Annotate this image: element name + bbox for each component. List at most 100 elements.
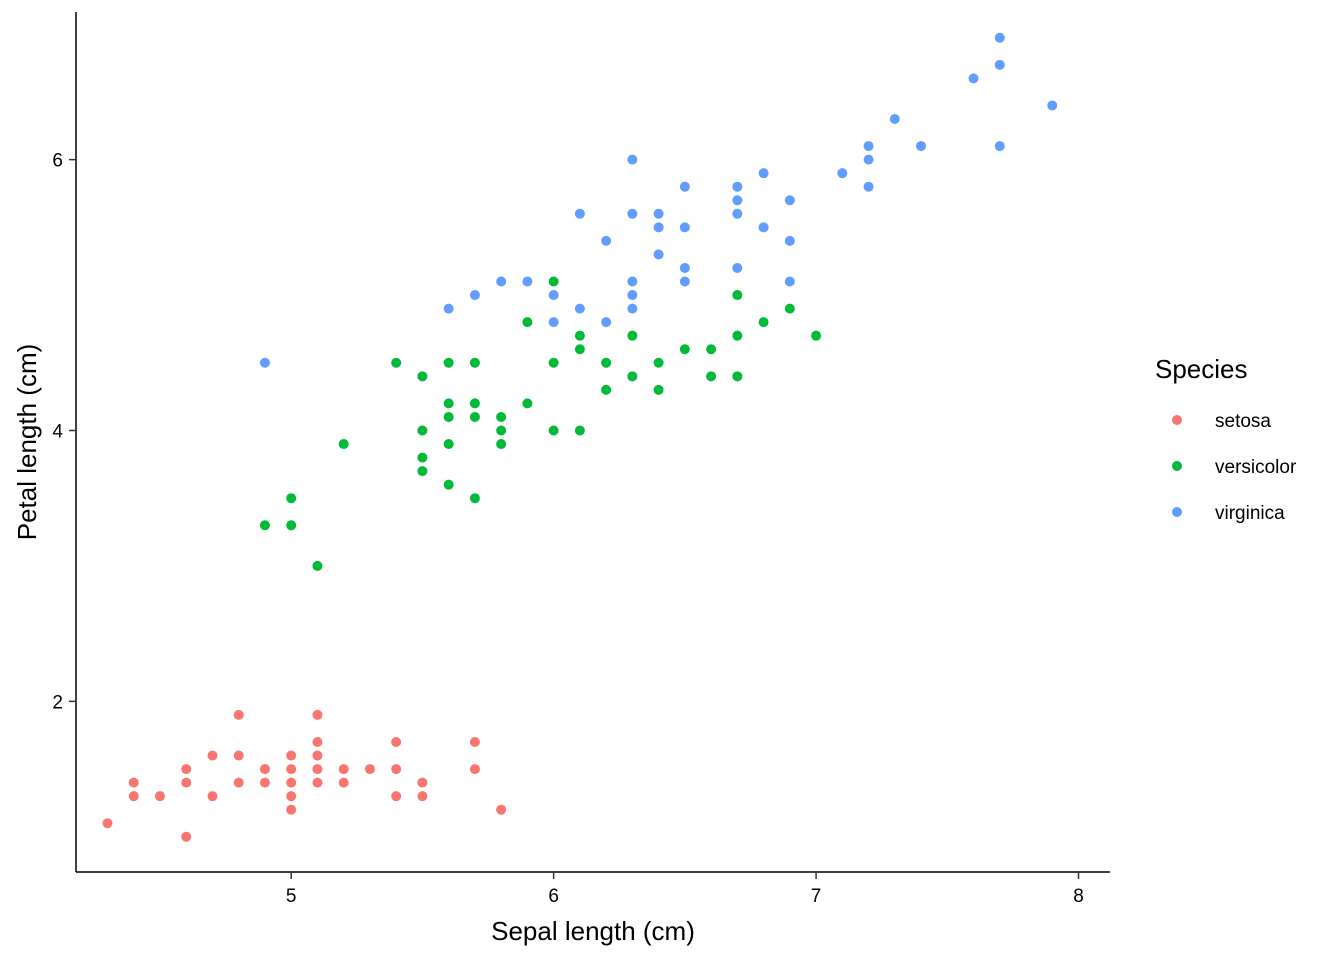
legend-label-virginica: virginica [1215,503,1285,524]
x-axis-ticks: 5 6 7 8 [286,872,1084,907]
point-setosa [417,791,428,802]
point-setosa [286,804,297,815]
point-virginica [732,208,743,219]
point-versicolor [417,371,428,382]
point-virginica [968,73,979,84]
point-versicolor [627,371,638,382]
point-virginica [758,222,769,233]
point-virginica [653,249,664,260]
point-virginica [627,208,638,219]
point-versicolor [601,384,612,395]
y-axis-title: Petal length (cm) [12,344,42,541]
point-setosa [286,791,297,802]
point-setosa [286,750,297,761]
point-virginica [259,357,270,368]
point-virginica [994,141,1005,152]
point-setosa [207,791,218,802]
point-versicolor [443,439,454,450]
point-versicolor [391,357,402,368]
point-versicolor [286,493,297,504]
point-virginica [784,235,795,246]
legend-label-setosa: setosa [1215,411,1271,432]
point-versicolor [417,452,428,463]
point-versicolor [679,344,690,355]
point-setosa [233,750,244,761]
point-setosa [469,736,480,747]
point-virginica [627,154,638,165]
point-versicolor [417,466,428,477]
point-setosa [469,764,480,775]
point-setosa [391,791,402,802]
point-virginica [522,276,533,287]
point-setosa [312,750,323,761]
x-tick-label: 5 [286,886,297,907]
point-virginica [784,276,795,287]
point-virginica [548,317,559,328]
point-virginica [758,168,769,179]
point-versicolor [469,493,480,504]
point-virginica [679,276,690,287]
point-virginica [863,154,874,165]
point-setosa [391,764,402,775]
point-versicolor [259,520,270,531]
point-versicolor [496,411,507,422]
point-versicolor [443,357,454,368]
y-tick-label: 2 [52,692,63,713]
point-virginica [1047,100,1058,111]
point-versicolor [758,317,769,328]
point-virginica [679,181,690,192]
point-setosa [181,764,192,775]
point-versicolor [548,276,559,287]
point-setosa [364,764,375,775]
point-versicolor [601,357,612,368]
point-setosa [128,791,139,802]
point-setosa [312,777,323,788]
x-axis-title: Sepal length (cm) [491,916,695,946]
point-setosa [207,750,218,761]
x-tick-label: 6 [548,886,559,907]
point-versicolor [522,398,533,409]
legend-key-setosa [1172,415,1182,425]
y-tick-label: 4 [52,421,63,442]
point-versicolor [548,357,559,368]
point-setosa [338,777,349,788]
x-tick-label: 8 [1073,886,1084,907]
point-versicolor [732,290,743,301]
point-versicolor [574,425,585,436]
legend-title: Species [1155,354,1248,384]
point-versicolor [784,303,795,314]
point-versicolor [443,411,454,422]
point-virginica [732,262,743,273]
point-versicolor [811,330,822,341]
point-versicolor [469,357,480,368]
point-setosa [233,777,244,788]
point-virginica [574,208,585,219]
point-versicolor [522,317,533,328]
point-virginica [548,290,559,301]
point-setosa [181,831,192,842]
point-virginica [627,303,638,314]
point-virginica [863,141,874,152]
point-virginica [916,141,927,152]
points-layer [102,32,1058,842]
point-virginica [994,59,1005,70]
point-virginica [784,195,795,206]
point-virginica [653,222,664,233]
y-tick-label: 6 [52,151,63,172]
point-versicolor [627,330,638,341]
legend-label-versicolor: versicolor [1215,457,1297,478]
point-setosa [391,736,402,747]
point-virginica [574,303,585,314]
point-virginica [627,276,638,287]
point-virginica [679,262,690,273]
point-versicolor [443,398,454,409]
point-versicolor [653,357,664,368]
point-setosa [286,764,297,775]
point-virginica [601,317,612,328]
point-versicolor [653,384,664,395]
point-versicolor [706,344,717,355]
point-versicolor [548,425,559,436]
point-setosa [259,764,270,775]
legend-key-virginica [1172,507,1182,517]
